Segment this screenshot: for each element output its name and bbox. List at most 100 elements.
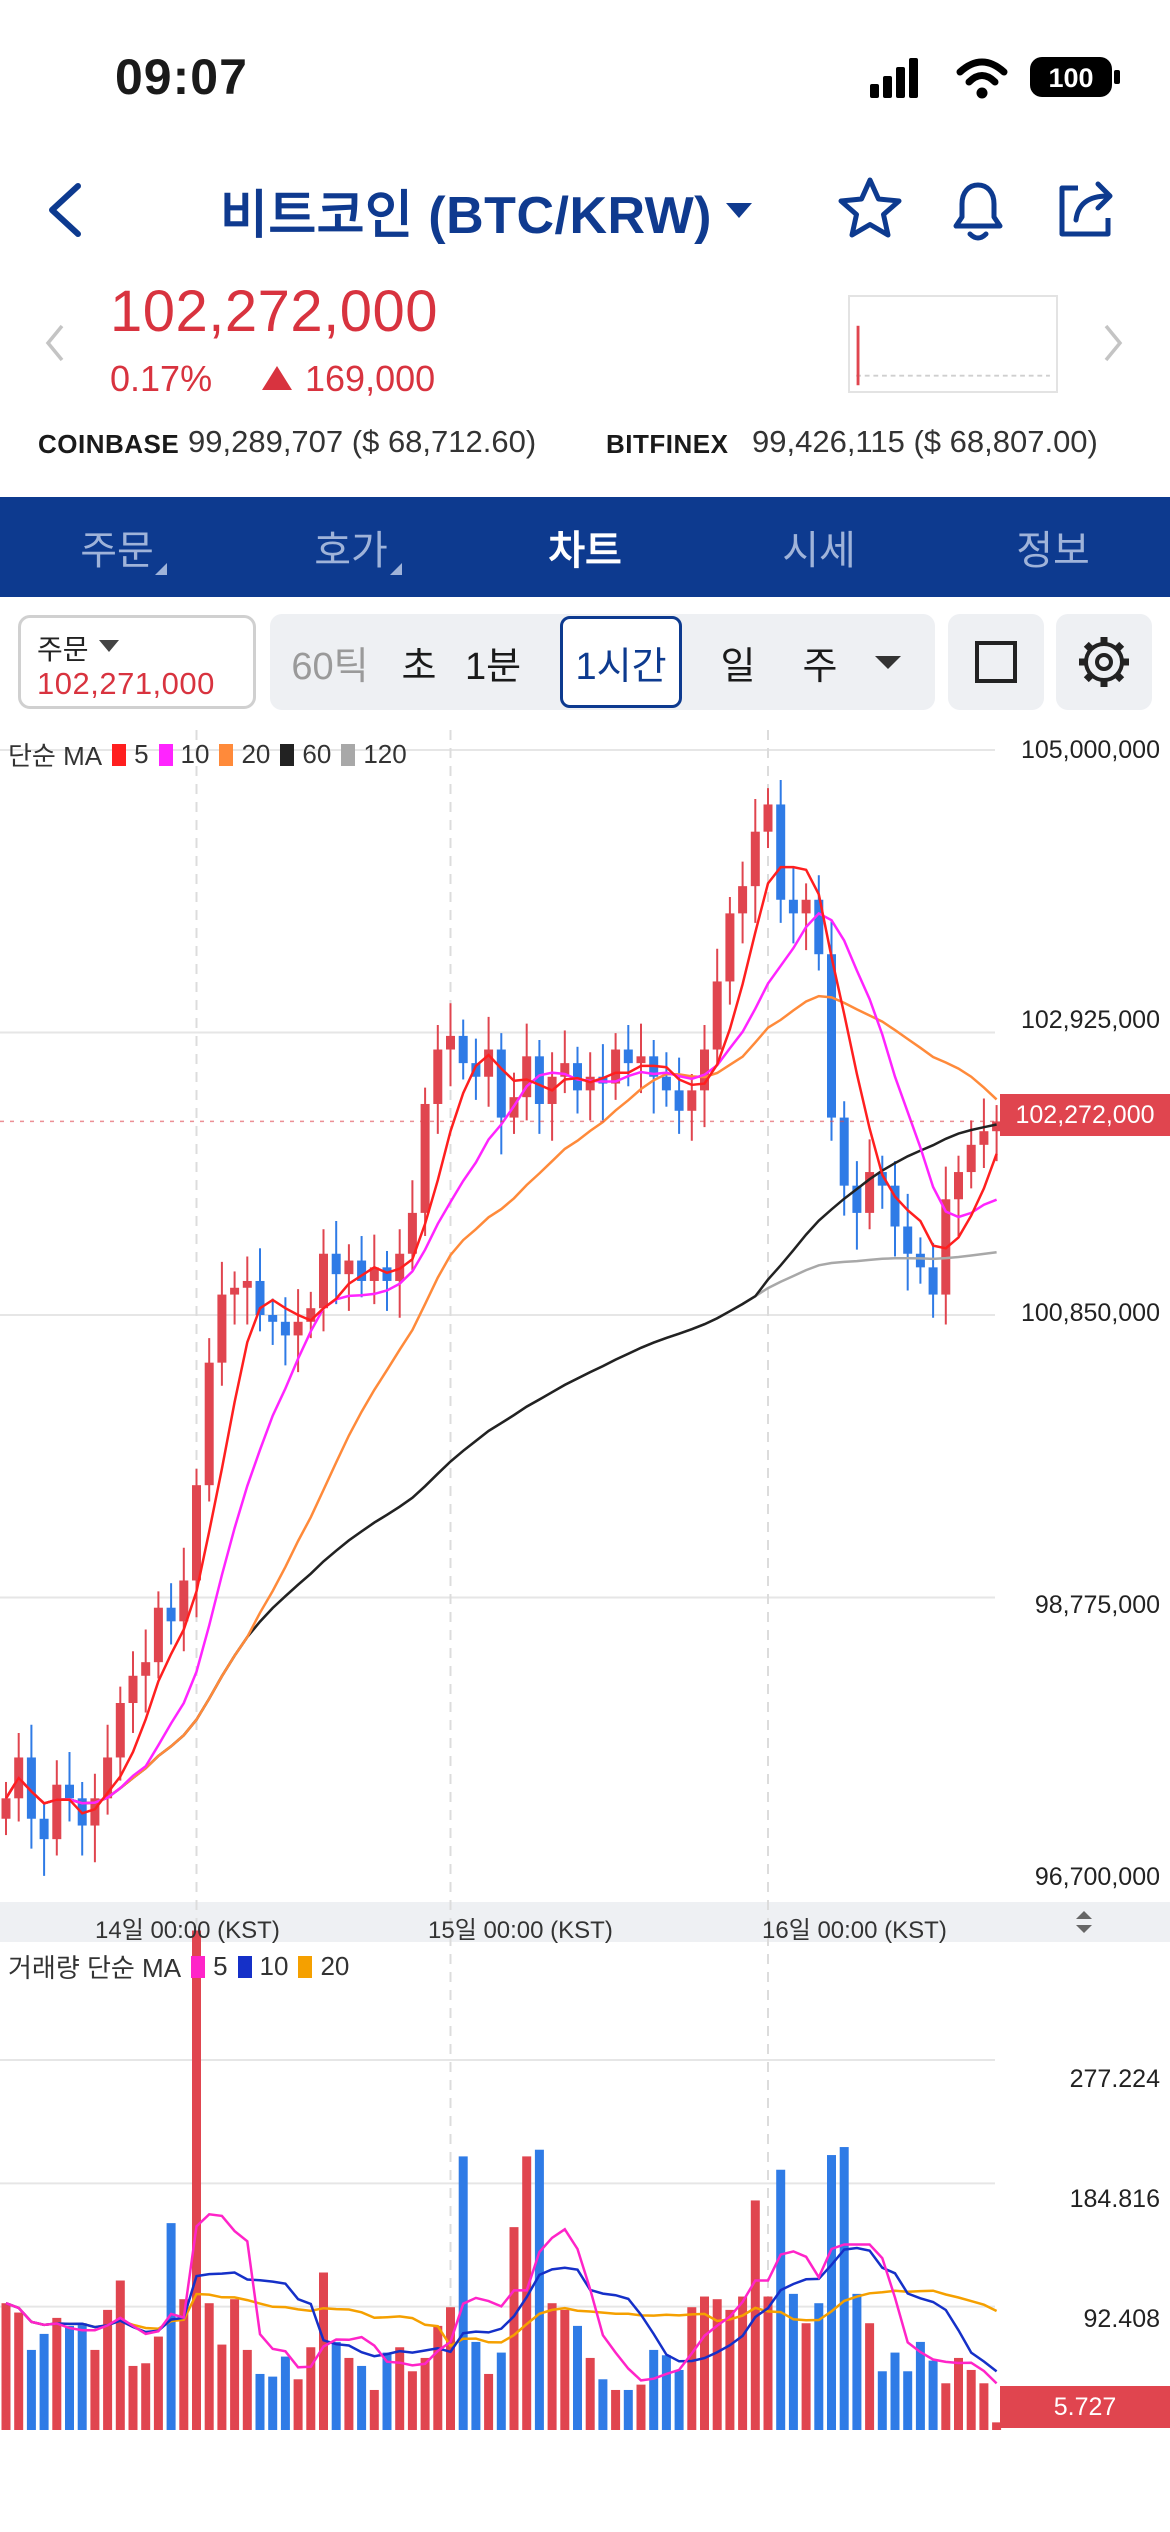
volume-bar [661, 2355, 671, 2430]
volume-bar [331, 2341, 341, 2430]
volume-bar [674, 2369, 684, 2430]
volume-bar [623, 2389, 633, 2430]
y-tick-label: 92.408 [1083, 2305, 1160, 2333]
volume-bar [242, 2349, 252, 2430]
more-intervals-caret-icon[interactable] [875, 656, 901, 669]
interval-1min[interactable]: 1분 [464, 645, 522, 688]
candle-body [293, 1321, 303, 1336]
volume-bar [827, 2155, 836, 2430]
x-tick-label: 14일 00:00 (KST) [95, 1917, 280, 1944]
candle-body [166, 1607, 176, 1622]
volume-bar [725, 2309, 735, 2430]
tab-label: 정보 [1016, 529, 1090, 573]
volume-bar [954, 2357, 963, 2430]
candle-body [750, 831, 760, 887]
order-price: 102,271,000 [37, 666, 215, 701]
interval-second[interactable]: 초 [401, 645, 437, 688]
interval-week[interactable]: 주 [802, 645, 838, 688]
candle-body [496, 1049, 506, 1118]
legend-period: 20 [320, 1951, 350, 1981]
interval-1hour[interactable]: 1시간 [560, 616, 682, 708]
candle-body [877, 1172, 887, 1186]
volume-bar [877, 2371, 887, 2430]
candle-body [966, 1144, 976, 1173]
volume-bar [458, 2156, 468, 2430]
prev-coin-arrow-icon[interactable] [40, 318, 70, 368]
chart-settings-button[interactable] [1056, 614, 1152, 710]
resize-handle-icon[interactable] [1070, 1908, 1098, 1936]
corner-indicator-icon [390, 563, 402, 575]
ma-line-5 [4, 865, 998, 1815]
square-icon [975, 641, 1017, 683]
volume-bar [522, 2156, 532, 2430]
interval-60tick[interactable]: 60틱 [291, 645, 369, 688]
tab-orderbook[interactable]: 호가 [234, 497, 468, 597]
candle-body [801, 899, 811, 914]
candle-body [814, 899, 824, 955]
volume-bar [636, 2384, 646, 2430]
tab-chart[interactable]: 차트 [468, 497, 702, 597]
wifi-icon [956, 58, 1008, 99]
legend-label: 단순 MA [8, 741, 103, 771]
volume-bar [90, 2349, 100, 2430]
price-chart [0, 730, 1002, 2430]
candle-body [827, 954, 836, 1118]
tab-label: 차트 [548, 529, 622, 573]
volume-bar [293, 2379, 303, 2430]
y-tick-label: 100,850,000 [1020, 1299, 1160, 1327]
candle-body [534, 1056, 544, 1104]
volume-bar [204, 2303, 214, 2430]
candle-body [128, 1675, 138, 1704]
star-icon[interactable] [832, 172, 908, 248]
candle-body [788, 899, 798, 914]
tab-label: 시세 [782, 529, 856, 573]
volume-bar [903, 2371, 913, 2430]
x-tick-label: 16일 00:00 (KST) [762, 1917, 947, 1944]
candle-body [217, 1294, 227, 1363]
candle-body [331, 1253, 341, 1275]
caret-down-icon [99, 640, 119, 652]
tab-order[interactable]: 주문 [0, 497, 234, 597]
quick-order-button[interactable]: 주문 102,271,000 [18, 615, 256, 709]
volume-bar [750, 2200, 760, 2430]
legend-swatch [191, 1955, 206, 1978]
interval-day[interactable]: 일 [720, 645, 756, 688]
signal-icon [870, 58, 918, 98]
coin-selector[interactable]: 비트코인 (BTC/KRW) [220, 174, 753, 246]
legend-period: 120 [363, 739, 407, 769]
share-icon[interactable] [1048, 172, 1124, 248]
y-tick-label: 102,925,000 [1020, 1006, 1160, 1034]
candle-body [255, 1280, 265, 1315]
volume-bar [153, 2336, 163, 2430]
volume-bar [446, 2307, 455, 2430]
tab-market[interactable]: 시세 [702, 497, 936, 597]
y-tick-label: 277.224 [1069, 2065, 1160, 2093]
legend-period: 10 [180, 739, 210, 769]
next-coin-arrow-icon[interactable] [1098, 318, 1128, 368]
legend-swatch [237, 1955, 252, 1978]
volume-bar [115, 2280, 125, 2430]
candle-body [141, 1662, 151, 1676]
volume-bar [852, 2293, 862, 2430]
chart-area[interactable]: 단순 MA 5 10 20 60 120 105,000,000 102,925… [0, 730, 1170, 2430]
tab-bar: 주문 호가 차트 시세 정보 [0, 497, 1170, 597]
candle-body [1, 1798, 11, 1819]
candle-body [712, 981, 722, 1050]
mini-chart [848, 295, 1058, 393]
y-tick-label: 96,700,000 [1034, 1863, 1160, 1891]
volume-bar [573, 2325, 582, 2430]
volume-bar [865, 2323, 875, 2430]
volume-bar [585, 2357, 595, 2430]
candle-body [674, 1090, 684, 1111]
tab-info[interactable]: 정보 [936, 497, 1170, 597]
drawing-tool-button[interactable] [948, 614, 1044, 710]
y-tick-label: 184.816 [1069, 2185, 1160, 2213]
volume-bar [217, 2344, 227, 2430]
ma-line-20 [4, 994, 998, 1805]
volume-ma-legend: 거래량 단순 MA 5 10 20 [8, 1948, 349, 1985]
candle-body [192, 1485, 201, 1581]
candle-body [865, 1172, 875, 1213]
back-button[interactable] [30, 174, 100, 246]
bell-icon[interactable] [940, 172, 1016, 248]
volume-bar [649, 2349, 659, 2430]
